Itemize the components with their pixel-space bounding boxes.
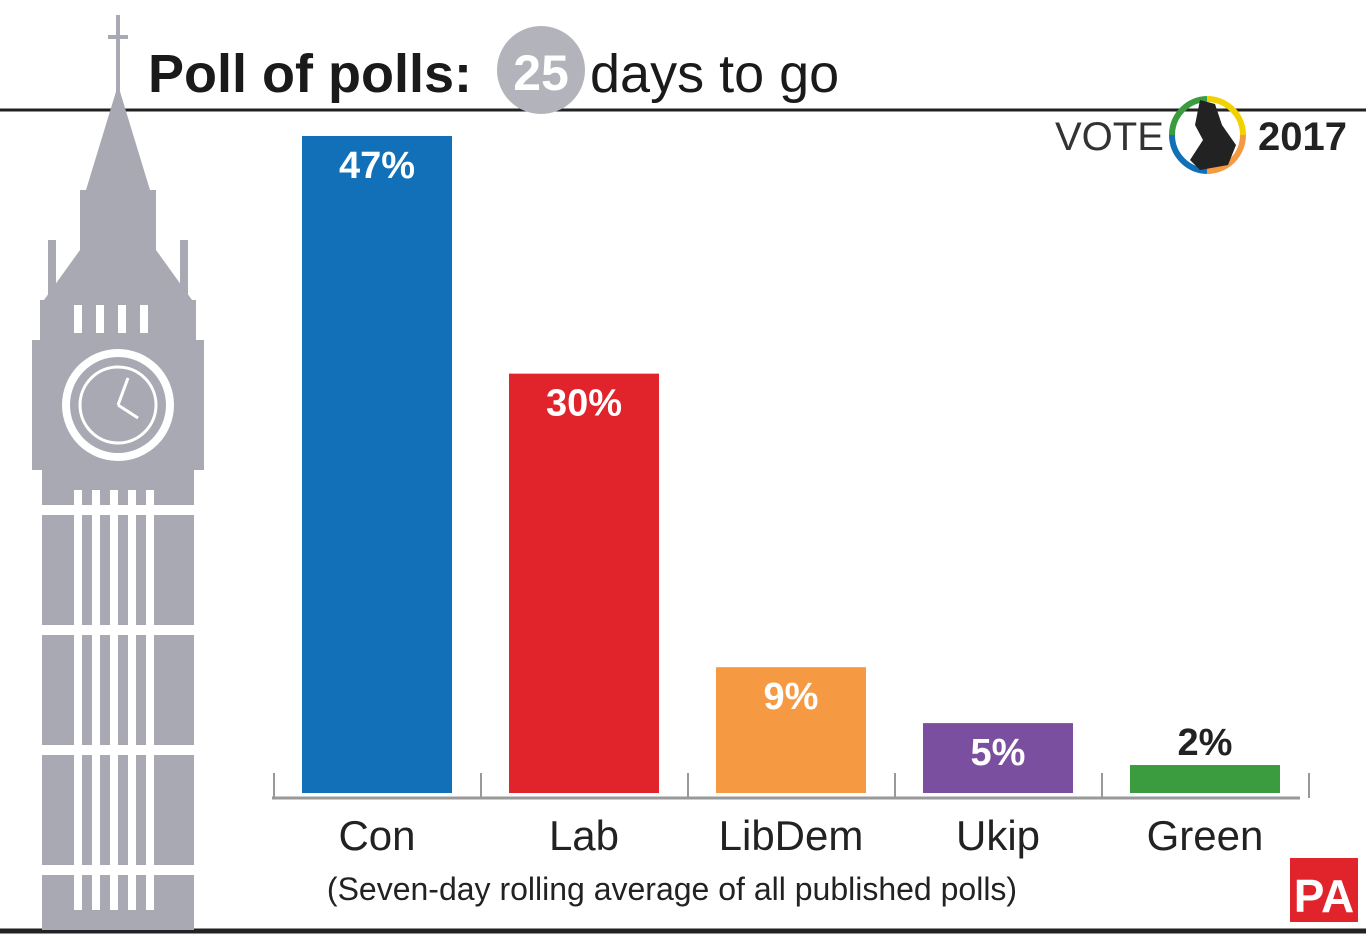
logo-year: 2017 <box>1258 115 1347 159</box>
x-tick-label: Lab <box>549 812 619 859</box>
countdown: 25 <box>513 45 569 101</box>
source: PA <box>1294 870 1355 922</box>
logo-map <box>1190 100 1236 170</box>
logo-text: VOTE <box>1055 115 1164 159</box>
value-label: 2% <box>1178 722 1233 764</box>
source-logo <box>1290 858 1358 922</box>
x-tick-label: Ukip <box>956 812 1040 859</box>
countdown-badge <box>497 26 585 114</box>
bar <box>923 723 1073 793</box>
subtitle: (Seven-day rolling average of all publis… <box>327 871 1017 907</box>
value-label: 5% <box>971 732 1026 774</box>
logo-ring <box>1169 96 1246 174</box>
bar <box>509 373 659 793</box>
countdown-label: days to go <box>590 44 839 104</box>
value-label: 47% <box>339 145 415 187</box>
x-tick-label: Green <box>1147 812 1264 859</box>
tower-windows <box>42 305 194 910</box>
x-tick-label: LibDem <box>719 812 864 859</box>
bar <box>302 136 452 793</box>
bar <box>716 667 866 793</box>
bar <box>1130 765 1280 793</box>
x-tick-label: Con <box>338 812 415 859</box>
clock <box>62 349 174 461</box>
value-label: 30% <box>546 383 622 425</box>
value-label: 9% <box>764 676 819 718</box>
chart-title: Poll of polls: <box>148 44 472 104</box>
